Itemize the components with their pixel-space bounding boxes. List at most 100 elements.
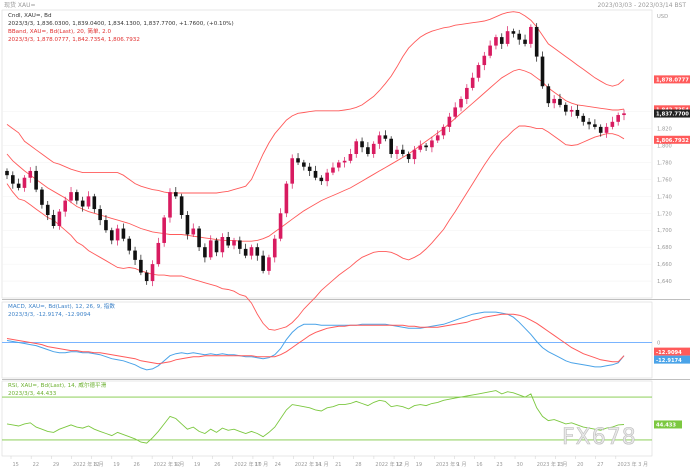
date-tick-label: 19 xyxy=(416,462,422,468)
price-tag: 1,806.7932 xyxy=(654,135,690,144)
bb-lower-line xyxy=(6,125,625,331)
price-tick-label: 1,800 xyxy=(657,144,672,150)
candle xyxy=(529,24,533,48)
candle xyxy=(63,196,68,217)
signal-line xyxy=(6,313,625,365)
candle xyxy=(144,270,149,285)
svg-text:1,806.7932: 1,806.7932 xyxy=(656,138,689,144)
candle xyxy=(86,191,91,210)
price-tick-label: 1,740 xyxy=(657,194,672,200)
candle xyxy=(534,23,539,62)
candle xyxy=(348,148,353,164)
date-tick-label: 23 xyxy=(496,462,502,468)
candle xyxy=(75,189,79,205)
candle xyxy=(214,237,219,257)
price-pane[interactable]: 1,8401,8201,8001,7801,7601,7401,7201,700… xyxy=(2,11,690,331)
date-tick-label: 27 xyxy=(597,462,603,468)
candlesticks xyxy=(5,23,626,287)
svg-text:-12.9094: -12.9094 xyxy=(656,350,682,356)
price-legend: Cndl, XAU=, Bd 2023/3/3, 1,836.0300, 1,8… xyxy=(8,13,234,43)
date-tick-label: 20 xyxy=(577,462,583,468)
rsi-tag: 44.433 xyxy=(654,420,682,429)
candle xyxy=(430,136,434,153)
macd-pane[interactable]: 0 -12.9094 -12.9174 MACD, XAU=, Bd(Last),… xyxy=(2,302,690,371)
candle xyxy=(290,154,295,189)
candle xyxy=(267,254,271,275)
candle xyxy=(133,246,137,265)
bollinger-bands xyxy=(6,11,625,331)
candle xyxy=(45,201,50,221)
candle xyxy=(104,214,108,233)
macd-tag: -12.9094 xyxy=(654,347,690,356)
candle xyxy=(313,165,318,181)
date-tick-label: 2023 年 2 月 xyxy=(537,461,568,468)
rsi-series xyxy=(6,390,625,444)
date-tick-label: 12 xyxy=(93,462,99,468)
candle xyxy=(389,136,393,158)
candle xyxy=(156,237,161,267)
candle xyxy=(517,29,522,45)
candle xyxy=(441,124,446,140)
candle xyxy=(482,51,487,71)
date-tick-label: 2023 年 1 月 xyxy=(436,461,467,468)
date-tick-label: 29 xyxy=(53,462,59,468)
price-tick-label: 1,720 xyxy=(657,211,672,217)
candle xyxy=(278,208,283,242)
date-tick-label: 12 xyxy=(396,462,402,468)
candle xyxy=(150,260,155,287)
rsi-bound-lines xyxy=(2,396,652,441)
candle xyxy=(121,223,126,242)
date-tick-label: 26 xyxy=(133,462,139,468)
candle xyxy=(546,83,551,107)
candle xyxy=(377,131,382,149)
date-tick-label: 19 xyxy=(194,462,200,468)
date-tick-label: 15 xyxy=(13,462,19,468)
date-tick-label: 2022 年 10 月 xyxy=(234,461,268,468)
price-unit-label: USD xyxy=(657,14,668,20)
candle xyxy=(459,96,463,112)
candle xyxy=(226,231,230,249)
macd-tags: -12.9094 -12.9174 xyxy=(654,347,690,364)
candle xyxy=(383,130,388,142)
candle xyxy=(401,144,405,157)
candle xyxy=(319,175,324,185)
candle xyxy=(371,141,376,158)
candle xyxy=(243,243,248,259)
candle xyxy=(587,118,591,130)
candle xyxy=(563,102,568,116)
window-title: 现货 XAU= xyxy=(4,1,36,9)
candle xyxy=(57,209,62,230)
pane-frame xyxy=(1,301,653,379)
date-tick-label: 17 xyxy=(254,462,260,468)
candle xyxy=(511,28,516,38)
candle xyxy=(284,181,289,218)
candle xyxy=(336,159,341,172)
candle xyxy=(494,34,498,50)
candle xyxy=(302,159,306,171)
candle xyxy=(238,236,242,254)
candle xyxy=(168,188,172,223)
date-tick-label: 16 xyxy=(476,462,482,468)
candle xyxy=(581,113,586,126)
candle xyxy=(255,243,260,261)
candle xyxy=(552,95,556,109)
candle xyxy=(610,116,615,130)
candle xyxy=(593,119,597,130)
candle xyxy=(505,26,510,47)
candle xyxy=(197,226,201,251)
svg-text:1,878.0777: 1,878.0777 xyxy=(656,78,689,84)
candle xyxy=(488,40,492,59)
candle xyxy=(203,243,207,263)
svg-text:1,837.7700: 1,837.7700 xyxy=(656,112,689,118)
rsi-pane[interactable]: 44.433 RSI, XAU=, Bd(Last), 14, 威尔德平滑 20… xyxy=(2,381,682,444)
candle xyxy=(127,236,132,255)
candle xyxy=(604,123,609,138)
date-range: 2023/03/03 - 2023/03/14 BST xyxy=(597,2,686,9)
date-tick-label: 12 xyxy=(174,462,180,468)
candle xyxy=(92,193,97,213)
price-tick-label: 1,820 xyxy=(657,127,672,133)
candle xyxy=(220,233,225,258)
